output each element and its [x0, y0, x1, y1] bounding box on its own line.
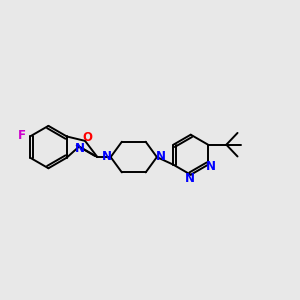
Text: N: N: [185, 172, 195, 185]
Text: N: N: [102, 150, 112, 163]
Text: N: N: [75, 142, 85, 155]
Text: F: F: [18, 129, 26, 142]
Text: N: N: [155, 150, 165, 163]
Text: N: N: [206, 160, 216, 173]
Text: O: O: [82, 131, 92, 144]
